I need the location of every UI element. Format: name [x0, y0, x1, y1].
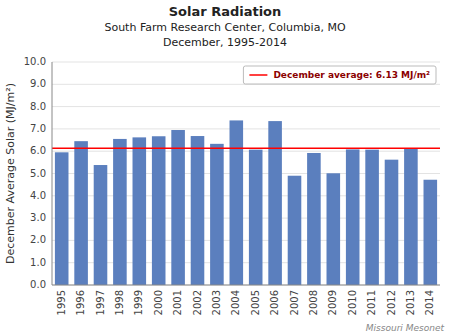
x-tick-label: 1996	[75, 290, 86, 315]
x-tick-label: 2001	[172, 290, 183, 315]
bar	[288, 176, 302, 285]
legend: December average: 6.13 MJ/m²	[243, 66, 436, 84]
y-tick-label: 3.0	[30, 212, 46, 223]
grid-line	[52, 240, 440, 241]
x-tick-label: 2008	[308, 290, 319, 315]
grid-line	[52, 106, 440, 107]
x-tick-label: 1998	[114, 290, 125, 315]
x-tick-label: 2006	[269, 290, 280, 315]
y-tick-label: 6.0	[30, 145, 46, 156]
bar	[307, 153, 321, 285]
bar	[94, 165, 108, 285]
chart: Solar Radiation South Farm Research Cente…	[0, 0, 450, 335]
grid	[52, 62, 440, 285]
legend-swatch	[249, 74, 267, 76]
bar	[74, 141, 88, 285]
x-tick-label: 1995	[56, 290, 67, 315]
bars	[52, 120, 440, 285]
grid-line	[52, 218, 440, 219]
x-tick-label: 2002	[192, 290, 203, 315]
x-tick-label: 2003	[211, 290, 222, 315]
watermark: Missouri Mesonet	[366, 323, 445, 333]
title-line: Solar Radiation	[169, 4, 282, 19]
bar	[210, 144, 224, 285]
y-tick-label: 9.0	[30, 78, 46, 89]
y-tick-label: 5.0	[30, 168, 46, 179]
bar	[133, 137, 147, 285]
bar	[171, 130, 185, 285]
bar	[249, 150, 263, 285]
legend-label: December average: 6.13 MJ/m²	[273, 70, 430, 80]
legend-box	[243, 66, 436, 84]
x-tick-label: 2013	[405, 290, 416, 315]
title: Solar Radiation South Farm Research Cente…	[104, 4, 345, 49]
bar	[424, 180, 438, 285]
x-tick-label: 2012	[386, 290, 397, 315]
grid-line	[52, 195, 440, 196]
bar	[152, 136, 166, 285]
x-tick-label: 2014	[424, 290, 435, 315]
bar	[230, 120, 244, 285]
x-tick-label: 2000	[153, 290, 164, 315]
bar	[365, 150, 379, 285]
y-tick-label: 10.0	[24, 56, 46, 67]
x-tick-label: 1997	[95, 290, 106, 315]
y-axis	[52, 62, 53, 285]
bar	[191, 136, 205, 285]
grid-line	[52, 262, 440, 263]
x-tick-label: 2004	[230, 290, 241, 315]
y-tick-label: 8.0	[30, 101, 46, 112]
bar	[346, 149, 360, 285]
bar	[327, 173, 341, 285]
grid-line	[52, 173, 440, 174]
y-axis-label: December Average Solar (MJ/m²)	[4, 83, 17, 264]
bar	[268, 121, 282, 285]
x-tick-label: 2011	[366, 290, 377, 315]
bar	[385, 160, 399, 285]
y-tick-label: 2.0	[30, 234, 46, 245]
bar	[113, 139, 127, 285]
title-line: South Farm Research Center, Columbia, MO	[104, 21, 345, 34]
grid-line	[52, 62, 440, 63]
x-tick-label: 2010	[347, 290, 358, 315]
grid-line	[52, 151, 440, 152]
y-tick-label: 7.0	[30, 123, 46, 134]
x-tick-label: 1999	[133, 290, 144, 315]
x-tick-label: 2005	[250, 290, 261, 315]
bar	[404, 149, 418, 285]
average-line	[52, 148, 440, 150]
grid-line	[52, 285, 440, 286]
title-line: December, 1995-2014	[163, 36, 287, 49]
x-axis	[52, 285, 440, 286]
y-tick-label: 4.0	[30, 190, 46, 201]
y-tick-label: 0.0	[30, 279, 46, 290]
x-tick-label: 2009	[327, 290, 338, 315]
grid-line	[52, 128, 440, 129]
x-tick-label: 2007	[289, 290, 300, 315]
y-tick-label: 1.0	[30, 257, 46, 268]
bar	[55, 152, 69, 285]
